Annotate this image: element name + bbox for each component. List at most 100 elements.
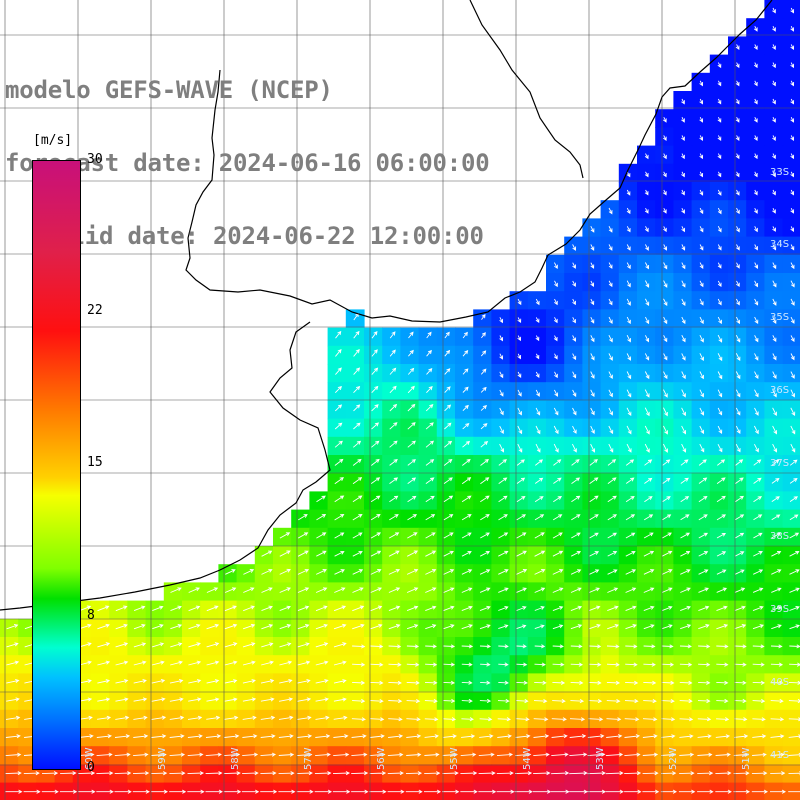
- wind-arrow: [133, 605, 146, 612]
- wind-arrow: [624, 789, 642, 794]
- lon-label: 51W: [741, 747, 752, 770]
- wind-arrow: [754, 298, 759, 306]
- wind-arrow: [770, 662, 784, 667]
- wind-arrow: [187, 752, 204, 757]
- wind-arrow: [624, 752, 641, 757]
- wind-arrow: [425, 605, 437, 612]
- wind-arrow: [169, 734, 185, 739]
- wind-arrow: [790, 135, 795, 141]
- wind-arrow: [387, 789, 405, 794]
- wind-arrow: [753, 425, 759, 435]
- wind-arrow: [261, 642, 274, 648]
- wind-arrow: [443, 477, 453, 484]
- wind-arrow: [681, 298, 686, 306]
- wind-arrow: [790, 425, 796, 435]
- wind-arrow: [681, 371, 686, 380]
- wind-arrow: [515, 752, 532, 757]
- wind-arrow: [334, 495, 345, 503]
- wind-arrow: [351, 789, 369, 794]
- wind-arrow: [480, 680, 491, 685]
- wind-arrow: [661, 644, 674, 649]
- wind-arrow: [735, 425, 741, 434]
- lat-label: 39S: [770, 604, 789, 615]
- wind-arrow: [261, 568, 273, 575]
- wind-arrow: [681, 389, 686, 398]
- wind-arrow: [772, 44, 776, 50]
- lon-label: 52W: [668, 747, 679, 770]
- wind-arrow: [590, 353, 595, 361]
- wind-arrow: [479, 644, 492, 649]
- wind-arrow: [608, 225, 613, 233]
- wind-arrow: [334, 532, 345, 539]
- wind-arrow: [552, 532, 563, 539]
- wind-arrow: [735, 353, 741, 362]
- wind-arrow: [371, 349, 378, 357]
- wind-arrow: [187, 715, 203, 720]
- wind-arrow: [334, 550, 345, 557]
- wind-arrow: [662, 514, 672, 521]
- wind-arrow: [442, 789, 460, 794]
- wind-arrow: [133, 678, 147, 684]
- wind-arrow: [498, 587, 509, 593]
- wind-arrow: [279, 587, 291, 593]
- wind-arrow: [643, 662, 656, 667]
- wind-arrow: [297, 550, 309, 557]
- wind-arrow: [570, 550, 582, 557]
- wind-arrow: [497, 734, 512, 739]
- wind-arrow: [753, 44, 758, 50]
- field-cell: [345, 345, 365, 365]
- wind-arrow: [133, 624, 146, 630]
- wind-arrow: [479, 587, 491, 593]
- wind-arrow: [387, 771, 404, 776]
- wind-arrow: [242, 660, 256, 666]
- wind-arrow: [352, 587, 364, 593]
- wind-arrow: [662, 171, 667, 178]
- wind-arrow: [552, 587, 564, 593]
- wind-arrow: [589, 532, 599, 539]
- wind-arrow: [681, 316, 686, 325]
- wind-arrow: [352, 477, 363, 485]
- wind-arrow: [754, 280, 759, 288]
- colorbar-tick-30: 30: [87, 152, 103, 167]
- field-cell: [782, 400, 800, 420]
- wind-arrow: [297, 734, 313, 739]
- wind-arrow: [151, 752, 167, 757]
- wind-arrow: [443, 514, 454, 521]
- wind-arrow: [170, 642, 183, 648]
- wind-arrow: [6, 642, 19, 648]
- wind-arrow: [608, 207, 613, 215]
- model-title: modelo GEFS-WAVE (NCEP): [5, 76, 333, 104]
- wind-arrow: [497, 717, 511, 722]
- wind-arrow: [298, 514, 308, 521]
- wind-arrow: [734, 551, 745, 557]
- wind-arrow: [535, 425, 541, 435]
- wind-arrow: [389, 367, 397, 375]
- wind-arrow: [717, 62, 722, 69]
- wind-arrow: [78, 789, 96, 794]
- wind-arrow: [443, 698, 456, 704]
- wind-arrow: [663, 226, 667, 233]
- wind-arrow: [187, 789, 205, 794]
- lon-label: 60W: [84, 747, 95, 770]
- wind-arrow: [261, 624, 274, 630]
- wind-arrow: [553, 335, 558, 342]
- wind-arrow: [389, 385, 397, 394]
- wind-arrow: [790, 280, 795, 288]
- wind-arrow: [551, 789, 570, 794]
- wind-arrow: [462, 440, 470, 448]
- wind-arrow: [590, 425, 595, 434]
- wind-arrow: [425, 644, 437, 649]
- wind-arrow: [588, 680, 602, 685]
- wind-arrow: [551, 734, 568, 739]
- wind-arrow: [498, 644, 509, 649]
- wind-arrow: [572, 262, 576, 269]
- wind-arrow: [516, 532, 527, 539]
- wind-arrow: [772, 353, 777, 361]
- wind-arrow: [572, 389, 577, 397]
- wind-arrow: [371, 404, 379, 412]
- wind-arrow: [6, 623, 19, 630]
- wind-arrow: [498, 532, 509, 539]
- wind-arrow: [388, 717, 403, 722]
- wind-arrow: [624, 734, 641, 739]
- wind-arrow: [334, 458, 344, 466]
